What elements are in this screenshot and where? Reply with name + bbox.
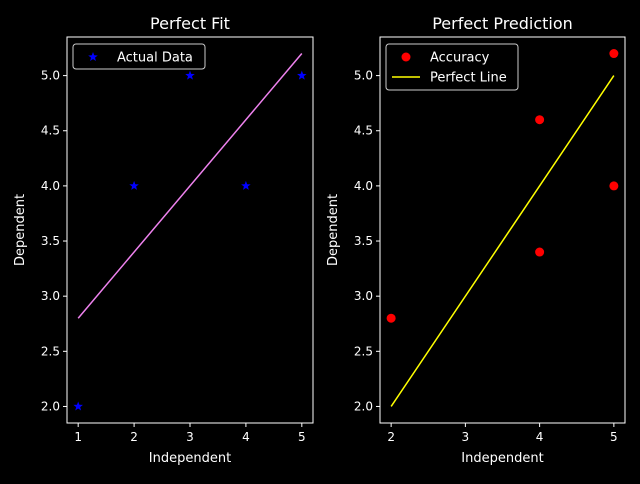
data-point [386, 313, 396, 323]
y-tick-label: 5.0 [41, 69, 60, 83]
series-line [390, 75, 615, 407]
data-point [297, 70, 307, 80]
series-line [77, 53, 303, 319]
y-axis-label: Dependent [13, 194, 28, 266]
data-point [535, 247, 545, 257]
data-point [185, 70, 195, 80]
x-tick-label: 3 [462, 430, 470, 444]
legend-label: Accuracy [430, 51, 490, 66]
y-tick-label: 3.5 [354, 234, 373, 248]
x-tick-label: 2 [130, 430, 138, 444]
legend: Actual Data [72, 43, 206, 70]
legend-marker [88, 52, 98, 62]
chart-title: Perfect Prediction [432, 14, 573, 33]
legend-label: Actual Data [117, 51, 193, 66]
legend-label: Perfect Line [430, 71, 507, 86]
data-point [609, 181, 619, 191]
legend-marker [401, 52, 411, 62]
legend-box [385, 43, 519, 91]
legend-box [72, 43, 206, 70]
x-tick-label: 2 [387, 430, 395, 444]
x-axis-label: Independent [461, 451, 543, 466]
y-tick-label: 2.5 [354, 344, 373, 358]
y-tick-label: 3.0 [354, 289, 373, 303]
data-point [73, 401, 83, 411]
x-tick-label: 1 [74, 430, 82, 444]
y-tick-label: 4.5 [354, 124, 373, 138]
chart-panel-1: Perfect Fit 1 2 3 4 5 2.0 2.5 3.0 3.5 4.0 4.5 5.0 Ind… [13, 14, 314, 466]
y-axis-label: Dependent [326, 194, 341, 266]
data-point [535, 115, 545, 125]
y-tick-label: 3.5 [41, 234, 60, 248]
x-tick-label: 4 [536, 430, 544, 444]
x-tick-label: 4 [242, 430, 250, 444]
x-tick-label: 5 [298, 430, 306, 444]
x-tick-label: 5 [610, 430, 618, 444]
y-tick-label: 3.0 [41, 289, 60, 303]
y-tick-label: 4.0 [41, 179, 60, 193]
chart-panel-2: Perfect Prediction 2 3 4 5 2.0 2.5 3.0 3.5 4.0 4.5… [326, 14, 626, 466]
x-axis-label: Independent [149, 451, 231, 466]
data-point [241, 180, 251, 190]
data-point [129, 180, 139, 190]
chart-title: Perfect Fit [150, 14, 230, 33]
x-tick-label: 3 [186, 430, 194, 444]
y-tick-label: 5.0 [354, 69, 373, 83]
y-tick-label: 2.0 [354, 399, 373, 413]
y-tick-label: 2.5 [41, 344, 60, 358]
legend: Accuracy Perfect Line [385, 43, 519, 91]
y-tick-label: 4.0 [354, 179, 373, 193]
y-tick-label: 2.0 [41, 399, 60, 413]
plot-frame [66, 36, 314, 424]
y-tick-label: 4.5 [41, 124, 60, 138]
data-point [609, 49, 619, 59]
plot-frame [379, 36, 626, 424]
